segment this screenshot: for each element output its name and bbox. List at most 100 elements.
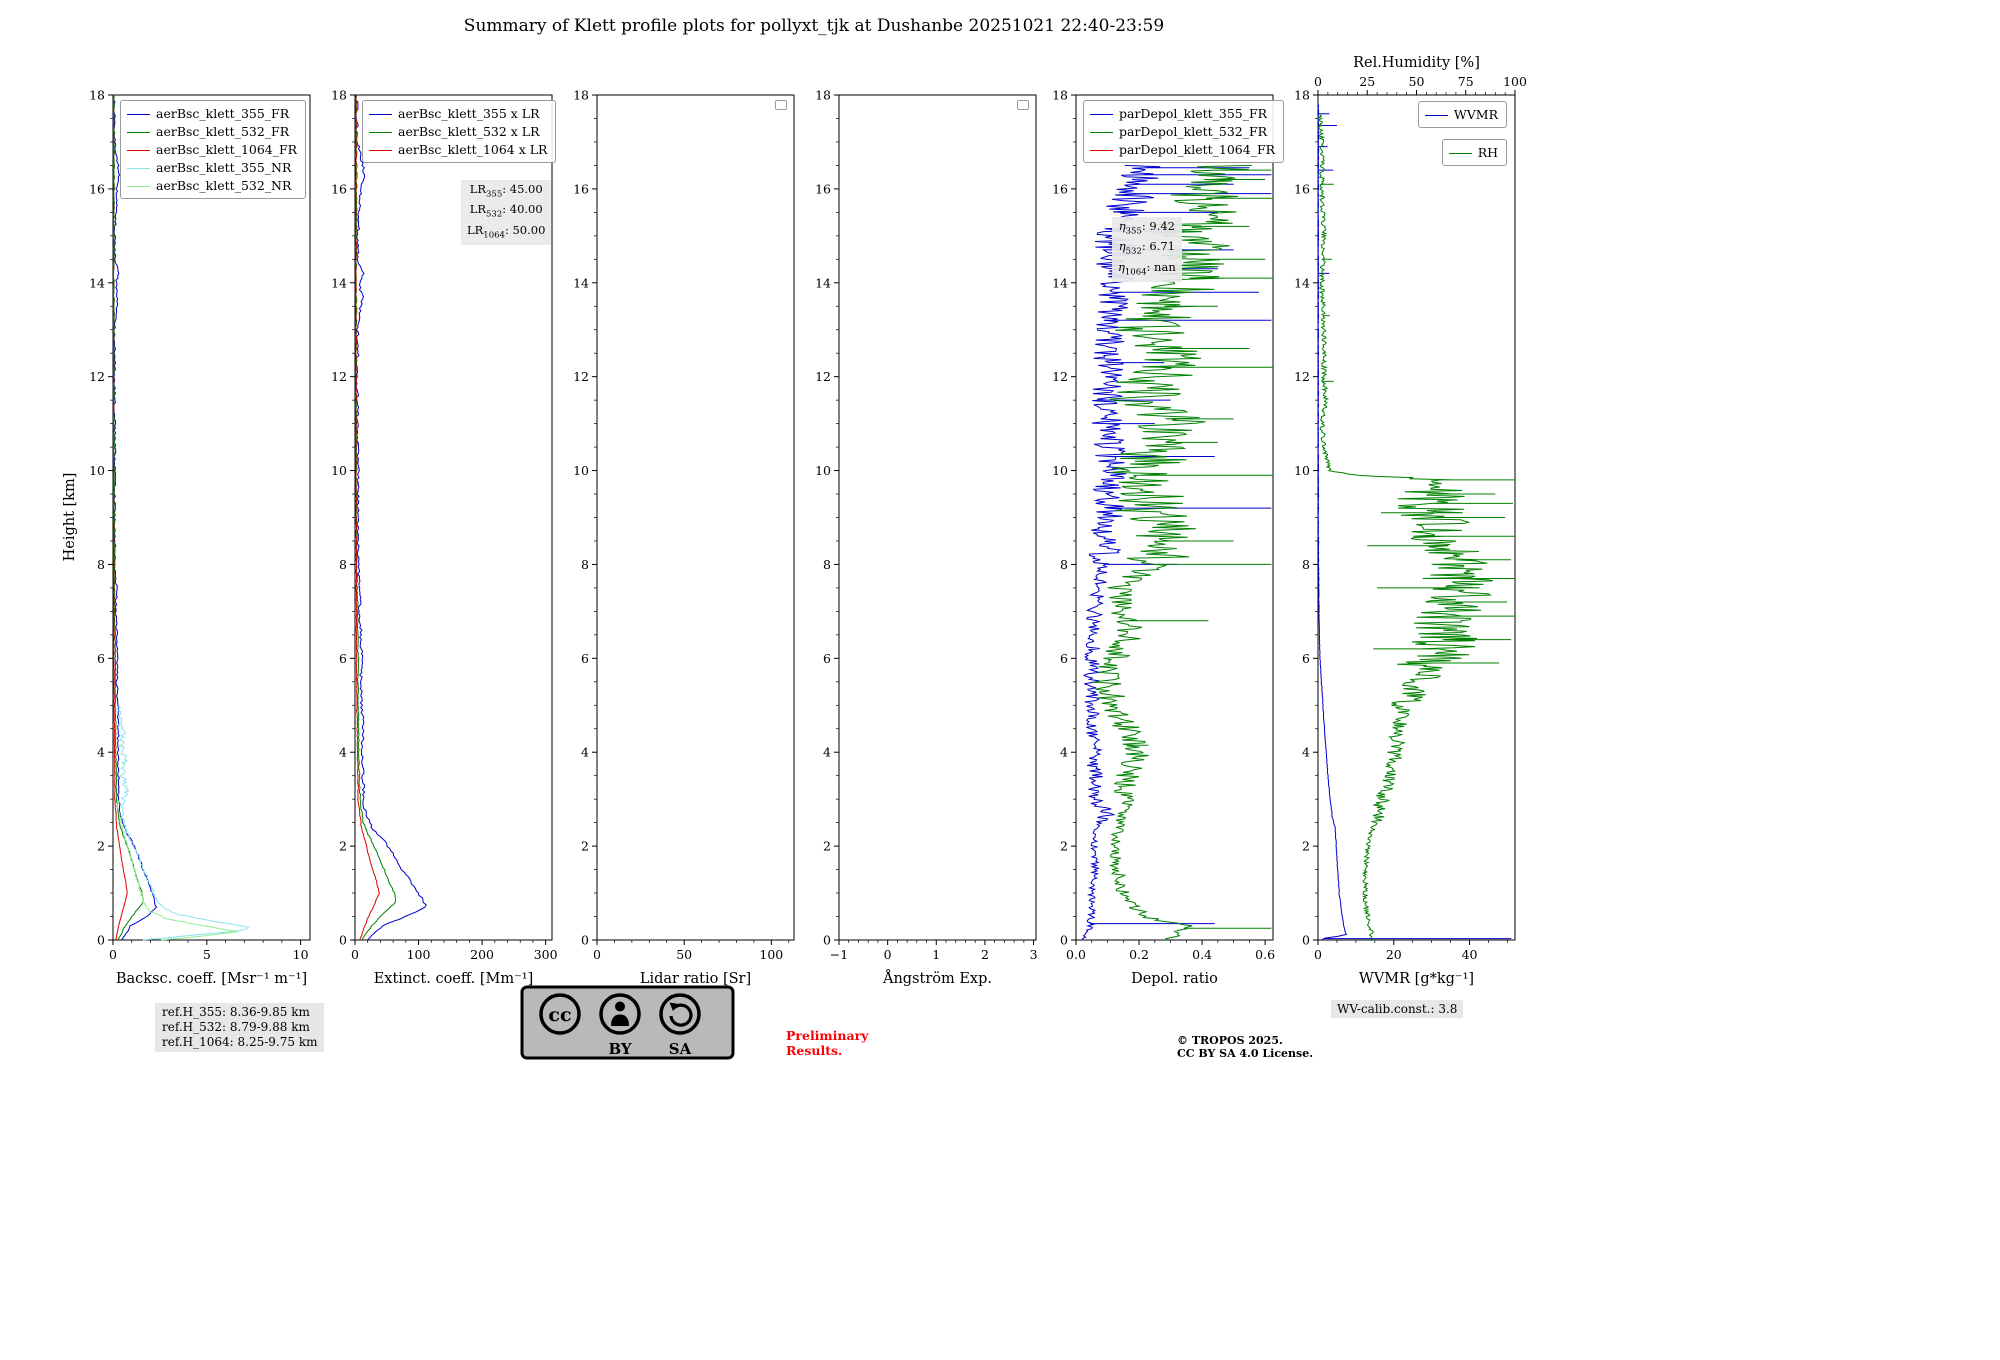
legend-label: parDepol_klett_1064_FR [1119,142,1276,157]
y-tick-label: 16 [573,181,589,196]
y-tick-label: 4 [1302,745,1310,760]
x-tick-label: 50 [676,947,692,962]
y-tick-label: 2 [823,839,831,854]
x-axis-label: Ångström Exp. [882,969,992,987]
share-alike-icon [659,993,701,1035]
legend-label: aerBsc_klett_532_FR [156,124,290,139]
legend-extinction: aerBsc_klett_355 x LR aerBsc_klett_532 x … [362,100,557,163]
legend-entry: aerBsc_klett_1064_FR [127,141,297,159]
y-tick-label: 18 [331,88,347,103]
legend-label: aerBsc_klett_355_NR [156,160,292,175]
legend-line-sample [369,149,392,151]
copyright-line1: © TROPOS 2025. [1177,1034,1283,1047]
y-tick-label: 0 [97,933,105,948]
top-tick-label: 75 [1458,74,1474,89]
figure-title: Summary of Klett profile plots for polly… [463,16,1165,36]
x-tick-label: 200 [470,947,494,962]
y-tick-label: 0 [581,933,589,948]
wv-calibration-constant: WV-calib.const.: 3.8 [1331,1000,1464,1018]
legend-lidar-ratio [775,100,787,110]
legend-entry: aerBsc_klett_355_NR [127,159,297,177]
legend-entry: aerBsc_klett_532 x LR [369,123,547,141]
legend-line-sample [369,113,392,115]
panel-backscatter: 0 5 10 0 2 4 6 8 10 12 14 16 18 Backsc. coeff. [Msr⁻¹… [89,88,311,987]
preliminary-line2: Results. [786,1043,843,1058]
y-tick-label: 8 [581,557,589,572]
y-tick-label: 10 [331,463,347,478]
share-alike-arrow-arc [669,1003,693,1027]
x-axis-label: Lidar ratio [Sr] [640,971,751,987]
y-tick-label: 14 [1294,275,1310,290]
x-axis-label: Extinct. coeff. [Mm⁻¹] [374,971,534,987]
x-tick-label: 0 [884,947,892,962]
series-aerBsc_klett_355 x LR [355,94,427,941]
legend-line-sample [1448,152,1472,154]
x-tick-label: 0.0 [1066,947,1086,962]
x-tick-label: 3 [1030,947,1038,962]
legend-label: RH [1477,145,1498,160]
y-tick-label: 8 [823,557,831,572]
legend-line-sample [369,131,392,133]
y-tick-label: 2 [581,839,589,854]
x-tick-label: 5 [203,947,211,962]
y-tick-label: 8 [1302,557,1310,572]
y-tick-label: 12 [815,369,831,384]
legend-line-sample [127,185,150,187]
legend-label: parDepol_klett_355_FR [1119,106,1268,121]
legend-entry: aerBsc_klett_1064 x LR [369,141,547,159]
x-tick-label: 0.4 [1192,947,1212,962]
y-tick-label: 4 [823,745,831,760]
cc-text: cc [548,1004,571,1026]
panel-depol: 0.0 0.2 0.4 0.6 0 2 4 6 8 10 12 14 16 18 Depol. ratio [1052,88,1275,988]
legend-entry: aerBsc_klett_532_FR [127,123,297,141]
panel-wvmr: 0 20 40 0 2 4 6 8 10 12 14 16 18 WVMR [g*kg⁻¹] 0 25 50 75… [1294,55,1527,987]
reference-height-box: ref.H_355: 8.36-9.85 km ref.H_532: 8.79-… [155,1003,325,1052]
x-axis-label: WVMR [g*kg⁻¹] [1359,971,1474,987]
legend-label: parDepol_klett_532_FR [1119,124,1268,139]
x-tick-label: −1 [830,947,848,962]
y-tick-label: 18 [573,88,589,103]
annotation-depol: η355: 9.42 η532: 6.71 η1064: nan [1112,217,1182,282]
y-tick-label: 16 [331,181,347,196]
y-tick-label: 6 [1060,651,1068,666]
legend-label: aerBsc_klett_532_NR [156,178,292,193]
annotation-line: η532: 6.71 [1118,239,1175,257]
legend-line-sample [127,149,150,151]
x-tick-label: 300 [534,947,558,962]
legend-label: aerBsc_klett_1064 x LR [398,142,548,157]
legend-label: aerBsc_klett_532 x LR [398,124,540,139]
legend-label: aerBsc_klett_355_FR [156,106,290,121]
y-tick-label: 12 [1052,369,1068,384]
y-tick-label: 2 [97,839,105,854]
series-aerBsc_klett_532_FR [112,94,144,941]
x-tick-label: 0.2 [1129,947,1149,962]
y-tick-label: 14 [89,275,105,290]
x-tick-label: 0 [1314,947,1322,962]
top-tick-label: 0 [1314,74,1322,89]
legend-entry: parDepol_klett_532_FR [1090,123,1275,141]
panel-lidar-ratio: 0 50 100 0 2 4 6 8 10 12 14 16 18 Lidar ratio [Sr] [573,88,795,987]
y-tick-label: 10 [1294,463,1310,478]
legend-label: aerBsc_klett_1064_FR [156,142,298,157]
x-tick-label: 0 [109,947,117,962]
y-tick-label: 14 [331,275,347,290]
y-tick-label: 2 [339,839,347,854]
y-tick-label: 16 [1052,181,1068,196]
y-tick-label: 8 [97,557,105,572]
x-axis-label: Backsc. coeff. [Msr⁻¹ m⁻¹] [116,971,307,987]
legend-depol: parDepol_klett_355_FR parDepol_klett_532_… [1083,100,1285,163]
annotation-line: LR1064: 50.00 [467,222,546,240]
ref-height-355: ref.H_355: 8.36-9.85 km [162,1005,310,1019]
copyright-line2: CC BY SA 4.0 License. [1177,1047,1314,1060]
y-tick-label: 4 [339,745,347,760]
legend-line-sample [1424,114,1448,116]
by-text: BY [608,1040,631,1058]
top-tick-label: 25 [1359,74,1375,89]
legend-label: WVMR [1453,107,1498,122]
ref-height-1064: ref.H_1064: 8.25-9.75 km [162,1035,318,1049]
y-tick-label: 0 [1302,933,1310,948]
legend-entry: parDepol_klett_1064_FR [1090,141,1275,159]
